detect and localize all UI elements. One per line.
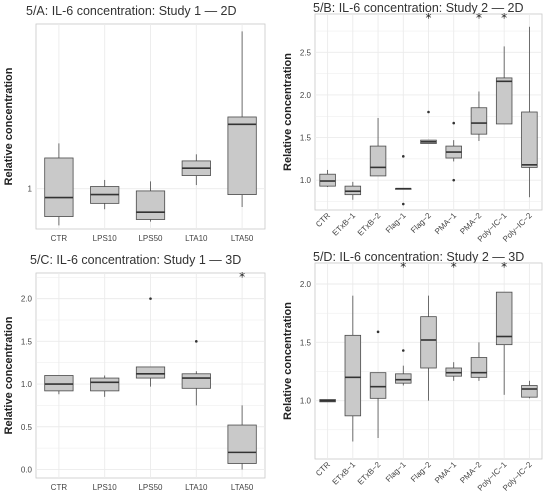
box xyxy=(135,366,166,379)
box xyxy=(521,111,538,168)
x-tick-label: Flag−1 xyxy=(384,460,408,484)
box xyxy=(44,375,74,392)
y-axis-label: Relative concentration xyxy=(282,53,294,171)
x-tick-label: ETxB−1 xyxy=(331,460,358,487)
y-tick-label: 1.0 xyxy=(21,380,33,389)
x-tick-label: Flag−2 xyxy=(409,460,433,484)
significance-marker: * xyxy=(451,260,457,274)
x-tick-label: LTA50 xyxy=(231,234,254,243)
outlier-point xyxy=(452,178,456,182)
panel-5c: 5/C: IL-6 concentration: Study 1 — 3D Rel… xyxy=(0,249,275,498)
significance-marker: * xyxy=(239,270,245,284)
y-axis-label: Relative concentration xyxy=(282,302,294,420)
y-tick-label: 2.0 xyxy=(300,280,312,289)
outlier-point xyxy=(401,202,405,206)
x-tick-label: CTR xyxy=(51,483,68,492)
panel-5d: 5/D: IL-6 concentration: Study 2 — 3D Rel… xyxy=(275,249,550,498)
panel-5b: 5/B: IL-6 concentration: Study 2 — 2D Rel… xyxy=(275,0,550,249)
box xyxy=(135,190,166,220)
y-tick-label: 0.5 xyxy=(21,423,33,432)
chart-title: 5/D: IL-6 concentration: Study 2 — 3D xyxy=(313,250,524,264)
significance-marker: * xyxy=(426,11,432,25)
outlier-point xyxy=(401,155,405,158)
chart-5d-svg: 5/D: IL-6 concentration: Study 2 — 3D Rel… xyxy=(282,250,543,493)
y-tick-label: 0.0 xyxy=(21,465,33,474)
y-tick-label: 2.5 xyxy=(300,48,312,57)
chart-title: 5/A: IL-6 concentration: Study 1 — 2D xyxy=(26,4,237,18)
y-axis-label: Relative concentration xyxy=(3,67,15,185)
box xyxy=(420,316,437,369)
significance-marker: * xyxy=(501,11,507,25)
outlier-point xyxy=(427,110,430,114)
x-tick-label: ETxB−2 xyxy=(356,211,383,238)
x-tick-label: LTA10 xyxy=(185,483,208,492)
outlier-point xyxy=(149,297,152,300)
panel-5a: 5/A: IL-6 concentration: Study 1 — 2D Rel… xyxy=(0,0,275,249)
outlier-point xyxy=(401,349,405,352)
chart-title: 5/C: IL-6 concentration: Study 1 — 3D xyxy=(30,253,241,267)
box xyxy=(227,424,257,464)
y-tick-label: 1.5 xyxy=(300,134,312,143)
y-tick-label: 1.0 xyxy=(300,397,312,406)
box xyxy=(369,372,387,399)
chart-title: 5/B: IL-6 concentration: Study 2 — 2D xyxy=(313,1,524,15)
y-axis-label: Relative concentration xyxy=(3,316,15,434)
box xyxy=(227,116,257,195)
box xyxy=(90,377,120,392)
chart-5b-svg: 5/B: IL-6 concentration: Study 2 — 2D Rel… xyxy=(282,1,543,244)
significance-marker: * xyxy=(400,260,406,274)
box xyxy=(470,107,488,135)
box xyxy=(470,357,488,378)
y-tick-label: 1.5 xyxy=(300,338,312,347)
significance-marker: * xyxy=(476,11,482,25)
x-tick-label: PMA−1 xyxy=(433,211,458,236)
box xyxy=(44,157,74,217)
box xyxy=(521,385,538,398)
y-tick-label: 1 xyxy=(28,185,33,194)
x-tick-label: LPS10 xyxy=(93,483,118,492)
x-tick-label: CTR xyxy=(51,234,68,243)
x-tick-label: Flag−2 xyxy=(409,211,433,235)
x-tick-label: ETxB−1 xyxy=(331,211,358,238)
x-tick-label: LPS10 xyxy=(93,234,118,243)
outlier-point xyxy=(376,330,380,334)
x-tick-label: PMA−1 xyxy=(433,460,458,485)
box xyxy=(495,77,513,125)
chart-5c-svg: 5/C: IL-6 concentration: Study 1 — 3D Rel… xyxy=(3,253,266,492)
x-tick-label: LPS50 xyxy=(138,483,163,492)
x-tick-label: CTR xyxy=(314,211,332,229)
x-tick-label: CTR xyxy=(314,460,332,478)
box xyxy=(369,145,387,177)
x-tick-label: LTA50 xyxy=(231,483,254,492)
box xyxy=(395,373,412,384)
x-tick-label: LPS50 xyxy=(138,234,163,243)
y-tick-label: 2.0 xyxy=(21,295,33,304)
significance-marker: * xyxy=(501,260,507,274)
y-tick-label: 1.5 xyxy=(21,337,33,346)
box xyxy=(181,373,211,389)
y-tick-label: 2.0 xyxy=(300,91,312,100)
y-tick-label: 1.0 xyxy=(300,176,312,185)
box xyxy=(319,173,336,187)
chart-5a-svg: 5/A: IL-6 concentration: Study 1 — 2D Rel… xyxy=(3,4,266,243)
x-tick-label: LTA10 xyxy=(185,234,208,243)
outlier-point xyxy=(452,121,456,125)
box xyxy=(495,291,513,346)
box xyxy=(344,185,362,196)
x-tick-label: ETxB−2 xyxy=(356,460,383,487)
outlier-point xyxy=(195,340,198,343)
box xyxy=(344,334,362,417)
x-tick-label: Flag−1 xyxy=(384,211,408,235)
